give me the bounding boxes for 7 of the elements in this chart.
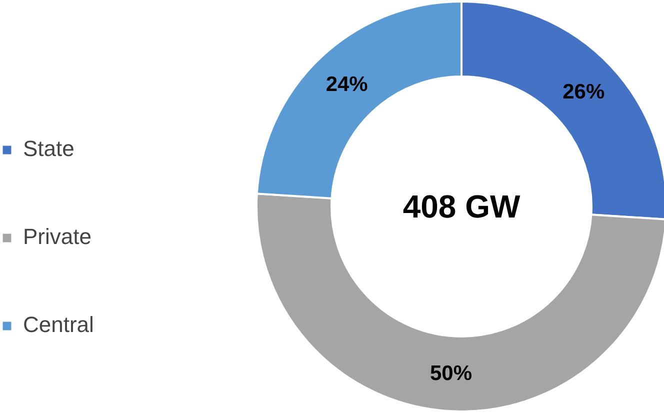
data-label: 50% — [430, 362, 472, 386]
data-label: 24% — [326, 72, 368, 96]
legend-label: State — [23, 136, 74, 162]
legend-label: Private — [23, 224, 92, 250]
text: 408 GW — [402, 188, 521, 224]
legend-label: Central — [23, 312, 94, 338]
data-label: 26% — [562, 80, 605, 104]
